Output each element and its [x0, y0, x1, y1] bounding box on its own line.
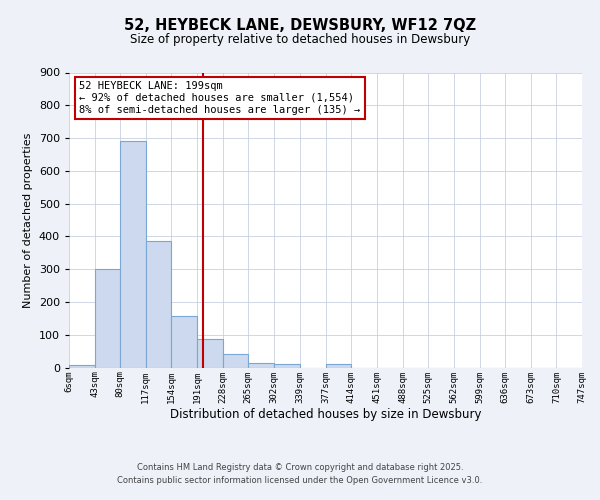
Bar — [326, 364, 352, 368]
Text: Contains HM Land Registry data © Crown copyright and database right 2025.: Contains HM Land Registry data © Crown c… — [137, 464, 463, 472]
Bar — [146, 240, 172, 368]
Bar — [172, 316, 197, 368]
Bar — [120, 142, 146, 368]
Y-axis label: Number of detached properties: Number of detached properties — [23, 132, 33, 308]
Text: 52 HEYBECK LANE: 199sqm
← 92% of detached houses are smaller (1,554)
8% of semi-: 52 HEYBECK LANE: 199sqm ← 92% of detache… — [79, 82, 361, 114]
Bar — [197, 338, 223, 368]
Bar — [248, 362, 274, 368]
Bar — [274, 364, 299, 368]
X-axis label: Distribution of detached houses by size in Dewsbury: Distribution of detached houses by size … — [170, 408, 481, 421]
Bar — [95, 268, 120, 368]
Bar — [223, 354, 248, 368]
Bar — [69, 365, 95, 368]
Text: Contains public sector information licensed under the Open Government Licence v3: Contains public sector information licen… — [118, 476, 482, 485]
Text: 52, HEYBECK LANE, DEWSBURY, WF12 7QZ: 52, HEYBECK LANE, DEWSBURY, WF12 7QZ — [124, 18, 476, 32]
Text: Size of property relative to detached houses in Dewsbury: Size of property relative to detached ho… — [130, 32, 470, 46]
